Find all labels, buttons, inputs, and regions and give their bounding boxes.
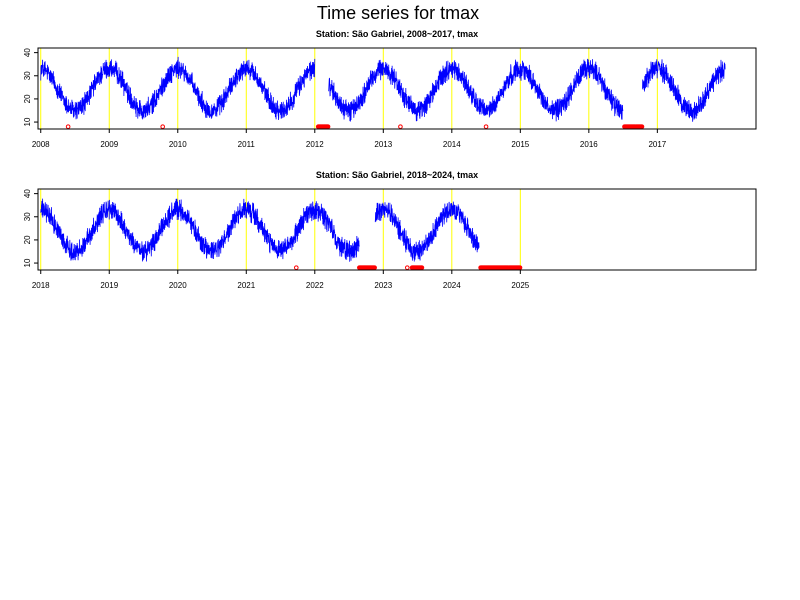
- y-tick-label: 30: [23, 71, 32, 80]
- main-title: Time series for tmax: [317, 3, 479, 23]
- tmax-series-line: [40, 198, 480, 262]
- missing-marker: [372, 265, 377, 270]
- y-tick-label: 10: [23, 117, 32, 126]
- x-tick-label: 2015: [511, 140, 529, 149]
- missing-marker: [483, 124, 489, 129]
- panel-2008-2017: Station: São Gabriel, 2008~2017, tmax 10 2…: [23, 29, 757, 149]
- x-tick-label: 2022: [306, 281, 324, 290]
- missing-marker: [398, 124, 403, 129]
- x-tick-label: 2017: [648, 140, 666, 149]
- panel-title: Station: São Gabriel, 2008~2017, tmax: [316, 29, 478, 39]
- x-tick-label: 2014: [443, 140, 461, 149]
- x-tick-label: 2020: [169, 281, 187, 290]
- x-tick-label: 2011: [238, 140, 256, 149]
- missing-marker: [639, 124, 645, 129]
- x-tick-label: 2008: [32, 140, 50, 149]
- x-tick-label: 2023: [374, 281, 392, 290]
- x-tick-label: 2024: [443, 281, 461, 290]
- x-tick-label: 2009: [100, 140, 118, 149]
- y-tick-label: 20: [23, 94, 32, 103]
- missing-marker: [293, 265, 299, 270]
- y-tick-label: 30: [23, 212, 32, 221]
- missing-marker: [65, 124, 71, 129]
- missing-marker: [325, 124, 331, 129]
- x-tick-label: 2012: [306, 140, 324, 149]
- x-tick-label: 2025: [511, 281, 529, 290]
- y-tick-label: 40: [23, 48, 32, 57]
- x-tick-label: 2016: [580, 140, 598, 149]
- missing-marker: [404, 265, 410, 270]
- y-tick-label: 10: [23, 258, 32, 267]
- plot-frame: [37, 188, 757, 271]
- x-tick-label: 2010: [169, 140, 187, 149]
- plot-frame: [37, 47, 757, 130]
- x-tick-label: 2018: [32, 281, 50, 290]
- missing-marker: [517, 265, 523, 270]
- x-tick-label: 2021: [237, 281, 255, 290]
- x-tick-label: 2013: [374, 140, 392, 149]
- missing-marker: [419, 265, 425, 270]
- panel-title: Station: São Gabriel, 2018~2024, tmax: [316, 170, 478, 180]
- panel-2018-2024: Station: São Gabriel, 2018~2024, tmax 10 2…: [23, 170, 757, 290]
- y-tick-label: 20: [23, 235, 32, 244]
- tmax-series-line: [40, 56, 726, 122]
- missing-marker: [160, 124, 165, 129]
- x-tick-label: 2019: [100, 281, 118, 290]
- y-tick-label: 40: [23, 189, 32, 198]
